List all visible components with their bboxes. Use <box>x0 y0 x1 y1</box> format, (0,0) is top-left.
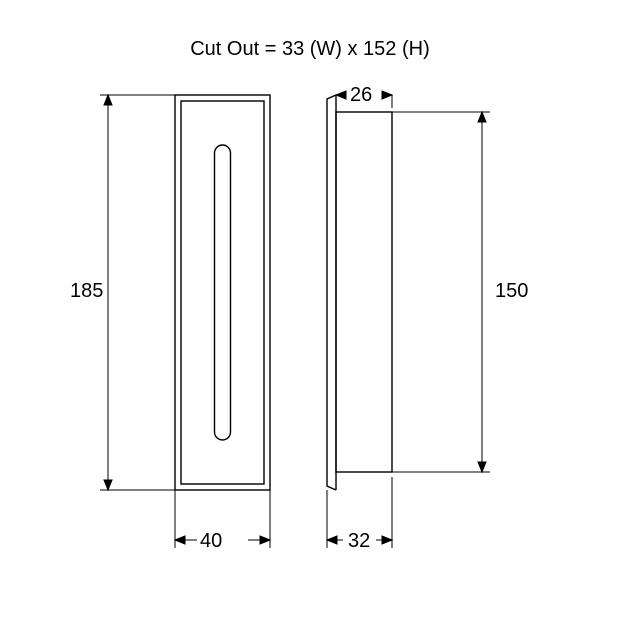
dim-label-40: 40 <box>200 530 222 553</box>
side-body-rect <box>336 112 392 472</box>
side-face-plate <box>327 95 336 490</box>
front-outer-rect <box>175 95 270 490</box>
dim-label-32: 32 <box>348 530 370 553</box>
dim-height-150 <box>392 112 490 472</box>
drawing-canvas <box>0 0 620 620</box>
dim-height-185 <box>100 95 175 490</box>
front-bevel-rect <box>181 101 264 484</box>
side-view <box>327 95 392 490</box>
dim-label-150: 150 <box>495 280 528 303</box>
dim-width-40 <box>175 490 270 548</box>
dim-label-185: 185 <box>70 280 103 303</box>
front-view <box>175 95 270 490</box>
front-slot <box>215 145 231 440</box>
dim-label-26: 26 <box>350 84 372 107</box>
